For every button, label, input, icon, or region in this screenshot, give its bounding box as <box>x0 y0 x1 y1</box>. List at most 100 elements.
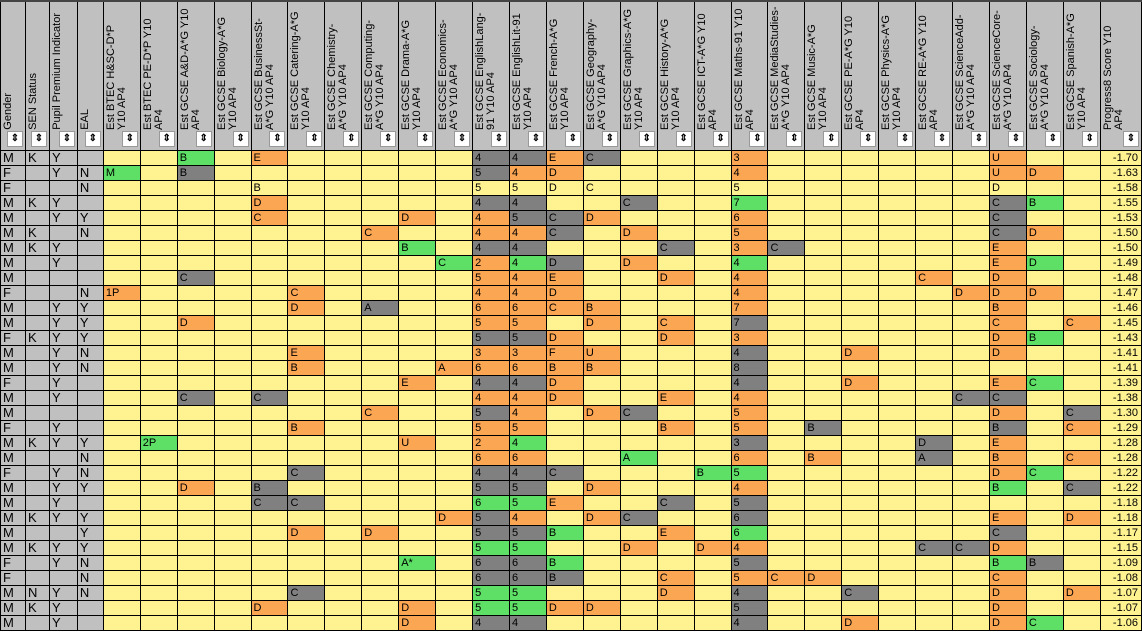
grade-cell[interactable] <box>841 405 880 421</box>
grade-cell[interactable]: 4 <box>509 270 547 286</box>
grade-cell[interactable] <box>324 450 363 466</box>
grade-cell[interactable] <box>804 240 843 256</box>
grade-cell[interactable] <box>250 315 289 331</box>
grade-cell[interactable]: 5 <box>730 570 769 586</box>
grade-cell[interactable] <box>435 315 474 331</box>
progress8-score-cell[interactable]: -1.18 <box>1099 510 1142 526</box>
cell-pupil-premium-indicator[interactable]: Y <box>48 435 78 451</box>
grade-cell[interactable] <box>841 555 880 571</box>
grade-cell[interactable]: 4 <box>509 255 547 271</box>
grade-cell[interactable] <box>619 465 658 481</box>
grade-cell[interactable]: 4 <box>509 615 547 631</box>
grade-cell[interactable] <box>1062 330 1101 346</box>
cell-pupil-premium-indicator[interactable]: Y <box>48 615 78 631</box>
grade-cell[interactable]: B <box>988 555 1027 571</box>
grade-cell[interactable] <box>915 525 954 541</box>
grade-cell[interactable]: D <box>656 270 695 286</box>
cell-gender[interactable]: M <box>0 345 26 361</box>
cell-pupil-premium-indicator[interactable]: Y <box>48 300 78 316</box>
cell-sen-status[interactable] <box>24 300 50 316</box>
grade-cell[interactable] <box>767 600 806 616</box>
grade-cell[interactable] <box>952 585 990 601</box>
grade-cell[interactable] <box>878 285 917 301</box>
grade-cell[interactable] <box>1025 435 1064 451</box>
grade-cell[interactable]: D <box>988 465 1027 481</box>
grade-cell[interactable] <box>656 285 695 301</box>
progress8-score-cell[interactable]: -1.46 <box>1099 300 1142 316</box>
grade-cell[interactable] <box>324 240 363 256</box>
grade-cell[interactable] <box>693 375 732 391</box>
grade-cell[interactable] <box>102 330 141 346</box>
cell-sen-status[interactable] <box>24 615 50 631</box>
grade-cell[interactable] <box>435 480 474 496</box>
grade-cell[interactable]: D <box>988 345 1027 361</box>
grade-cell[interactable] <box>324 555 363 571</box>
sort-filter-icon[interactable]: ⇕ <box>712 131 729 147</box>
grade-cell[interactable]: 5 <box>509 315 547 331</box>
grade-cell[interactable] <box>1025 270 1064 286</box>
sort-filter-icon[interactable]: ⇕ <box>6 131 23 147</box>
grade-cell[interactable]: D <box>287 525 326 541</box>
grade-cell[interactable] <box>213 165 252 181</box>
grade-cell[interactable]: 4 <box>730 270 769 286</box>
progress8-score-cell[interactable]: -1.22 <box>1099 480 1142 496</box>
grade-cell[interactable] <box>878 390 917 406</box>
grade-cell[interactable]: C <box>545 225 584 241</box>
grade-cell[interactable] <box>804 615 843 631</box>
grade-cell[interactable] <box>287 210 326 226</box>
cell-sen-status[interactable]: N <box>24 585 50 601</box>
grade-cell[interactable] <box>324 345 363 361</box>
grade-cell[interactable] <box>176 375 215 391</box>
progress8-score-cell[interactable]: -1.43 <box>1099 330 1142 346</box>
grade-cell[interactable] <box>582 375 621 391</box>
progress8-score-cell[interactable]: -1.15 <box>1099 540 1142 556</box>
grade-cell[interactable] <box>250 555 289 571</box>
grade-cell[interactable] <box>1062 495 1101 511</box>
sort-filter-icon[interactable]: ⇕ <box>934 131 951 147</box>
grade-cell[interactable] <box>435 270 474 286</box>
grade-cell[interactable] <box>878 375 917 391</box>
grade-cell[interactable]: 4 <box>509 390 547 406</box>
grade-cell[interactable]: 5 <box>509 480 547 496</box>
grade-cell[interactable]: D <box>582 315 621 331</box>
cell-gender[interactable]: M <box>0 210 26 226</box>
grade-cell[interactable] <box>693 525 732 541</box>
grade-cell[interactable] <box>878 195 917 211</box>
grade-cell[interactable]: C <box>619 195 658 211</box>
grade-cell[interactable] <box>582 420 621 436</box>
grade-cell[interactable]: B <box>250 480 289 496</box>
grade-cell[interactable] <box>324 525 363 541</box>
cell-eal[interactable]: N <box>76 225 104 241</box>
grade-cell[interactable]: D <box>988 180 1027 196</box>
grade-cell[interactable]: D <box>841 375 880 391</box>
sort-filter-icon[interactable]: ⇕ <box>232 131 249 147</box>
grade-cell[interactable] <box>693 285 732 301</box>
grade-cell[interactable] <box>361 390 400 406</box>
cell-eal[interactable]: N <box>76 180 104 196</box>
grade-cell[interactable]: D <box>656 330 695 346</box>
grade-cell[interactable]: D <box>582 480 621 496</box>
grade-cell[interactable]: C <box>361 225 400 241</box>
grade-cell[interactable] <box>1025 180 1064 196</box>
grade-cell[interactable] <box>176 405 215 421</box>
grade-cell[interactable] <box>398 345 437 361</box>
grade-cell[interactable] <box>102 150 141 166</box>
grade-cell[interactable] <box>878 315 917 331</box>
grade-cell[interactable] <box>1062 555 1101 571</box>
cell-sen-status[interactable] <box>24 345 50 361</box>
grade-cell[interactable]: D <box>398 210 437 226</box>
grade-cell[interactable] <box>804 390 843 406</box>
grade-cell[interactable]: C <box>915 540 954 556</box>
grade-cell[interactable] <box>767 450 806 466</box>
grade-cell[interactable] <box>324 570 363 586</box>
grade-cell[interactable] <box>988 495 1027 511</box>
cell-eal[interactable] <box>76 615 104 631</box>
grade-cell[interactable] <box>841 255 880 271</box>
grade-cell[interactable] <box>176 345 215 361</box>
grade-cell[interactable] <box>804 165 843 181</box>
grade-cell[interactable]: 5 <box>472 405 510 421</box>
grade-cell[interactable] <box>804 225 843 241</box>
grade-cell[interactable] <box>324 615 363 631</box>
cell-pupil-premium-indicator[interactable]: Y <box>48 585 78 601</box>
cell-pupil-premium-indicator[interactable]: Y <box>48 420 78 436</box>
